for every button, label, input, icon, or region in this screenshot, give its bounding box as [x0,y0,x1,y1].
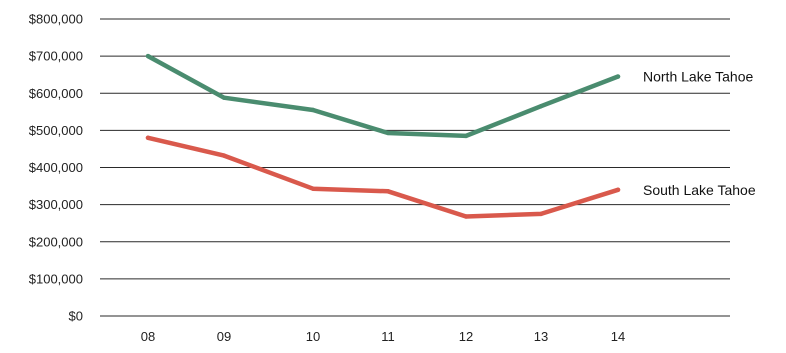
x-tick-label: 10 [306,329,320,344]
y-tick-label: $800,000 [29,12,83,27]
y-tick-label: $100,000 [29,271,83,286]
series-lines [145,53,621,219]
x-tick-label: 14 [611,329,625,344]
data-point [463,214,469,219]
data-point [615,187,621,192]
data-point [310,107,316,113]
data-point [221,95,227,100]
data-point [310,186,316,191]
data-point [538,211,544,217]
series-label: South Lake Tahoe [643,182,756,198]
x-tick-label: 11 [381,329,395,344]
y-axis-ticks: $0 $100,000 $200,000 $300,000 $400,000 $500,0… [29,12,83,324]
x-tick-label: 08 [141,329,155,344]
y-tick-label: $700,000 [29,49,83,64]
series-line [145,53,621,139]
data-point [145,53,151,59]
y-tick-label: $200,000 [29,234,83,249]
y-tick-label: $500,000 [29,123,83,138]
data-point [221,153,227,158]
data-point [385,130,391,136]
x-axis-ticks: 08 09 10 11 12 13 14 [141,329,625,344]
data-point [615,74,621,79]
data-point [463,133,469,139]
data-point [385,189,391,194]
y-tick-label: $400,000 [29,160,83,175]
gridlines [100,18,730,317]
data-point [145,135,151,140]
y-tick-label: $300,000 [29,197,83,212]
series-labels: North Lake Tahoe South Lake Tahoe [643,69,756,198]
y-tick-label: $0 [69,309,83,324]
data-point [538,104,544,109]
x-tick-label: 09 [217,329,231,344]
series-label: North Lake Tahoe [643,69,753,85]
x-tick-label: 13 [534,329,548,344]
y-tick-label: $600,000 [29,86,83,101]
x-tick-label: 12 [459,329,473,344]
